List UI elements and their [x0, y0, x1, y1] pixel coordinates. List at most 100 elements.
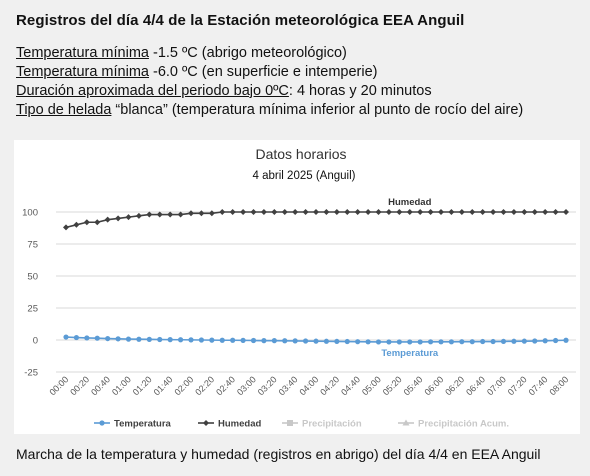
temperatura-point [261, 338, 267, 344]
temperatura-point [365, 339, 371, 345]
y-tick-label: 50 [27, 272, 38, 283]
temperatura-point [167, 337, 173, 343]
x-tick-label: 06:40 [464, 374, 487, 397]
frost-summary: Temperatura mínima -1.5 ºC (abrigo meteo… [16, 44, 523, 120]
humedad-point [323, 209, 330, 215]
chart-subtitle: 4 abril 2025 (Anguil) [253, 170, 356, 182]
temperatura-point [563, 337, 569, 343]
frost-type-label: Tipo de helada [16, 102, 112, 118]
humedad-point [250, 209, 257, 215]
humedad-point [73, 221, 80, 228]
y-tick-label: 75 [27, 240, 38, 251]
humedad-point [281, 209, 288, 215]
x-tick-label: 04:40 [339, 374, 362, 397]
humedad-point [354, 209, 361, 215]
humedad-point [115, 215, 122, 222]
frost-type-value: “blanca” (temperatura mínima inferior al… [111, 102, 524, 118]
x-tick-label: 08:00 [547, 374, 570, 397]
y-tick-label: 25 [27, 304, 38, 315]
temperatura-point [146, 336, 152, 342]
x-tick-label: 03:00 [235, 374, 258, 397]
x-tick-label: 05:20 [381, 374, 404, 397]
temperatura-point [500, 338, 507, 345]
temperatura-point [157, 336, 163, 343]
legend-marker [287, 420, 293, 426]
x-tick-label: 02:40 [214, 374, 237, 397]
temperatura-point [552, 337, 559, 344]
temperatura-point [427, 339, 434, 345]
temperatura-point [438, 339, 444, 345]
humedad-point [521, 209, 528, 215]
temperatura-point [511, 338, 517, 344]
min-temp-shelter-label: Temperatura mínima [16, 45, 149, 61]
temperatura-point [63, 334, 69, 340]
humedad-point [417, 209, 424, 215]
temperatura-point [230, 337, 236, 343]
humedad-point [375, 209, 382, 215]
chart-title: Datos horarios [255, 146, 346, 162]
humedad-point [552, 209, 559, 215]
humedad-point [427, 209, 434, 215]
humedad-point [510, 209, 517, 215]
min-temp-surface-value: -6.0 ºC (en superficie e intemperie) [148, 64, 378, 80]
humedad-point [271, 209, 278, 215]
humedad-point [479, 209, 486, 215]
temperatura-point [344, 338, 350, 345]
x-tick-label: 07:00 [485, 374, 508, 397]
legend-label: Precipitación Acum. [418, 419, 509, 430]
min-temp-surface-row: Temperatura mínima -6.0 ºC (en superfici… [16, 63, 523, 82]
humedad-point [458, 209, 465, 215]
temperatura-point [105, 335, 111, 342]
humedad-point [396, 209, 403, 215]
humedad-point [104, 216, 111, 223]
humedad-point [438, 209, 444, 215]
frost-duration-label: Duración aproximada del periodo bajo 0ºC [16, 83, 289, 99]
chart-panel: Datos horarios 4 abril 2025 (Anguil) -25… [14, 140, 580, 434]
x-tick-label: 07:20 [506, 374, 529, 397]
x-tick-label: 04:00 [297, 374, 320, 397]
legend-label: Temperatura [114, 419, 172, 430]
humedad-point [188, 210, 194, 217]
temperatura-point [459, 339, 465, 345]
humedad-point [219, 209, 226, 215]
temperatura-point [375, 339, 382, 345]
temperatura-point [73, 334, 80, 341]
x-tick-label: 02:20 [193, 374, 216, 397]
y-tick-label: 0 [33, 336, 38, 347]
temperatura-point [490, 338, 496, 345]
x-tick-label: 00:20 [68, 374, 91, 397]
page-title: Registros del día 4/4 de la Estación met… [16, 12, 465, 29]
temperatura-point [188, 337, 194, 343]
legend-label: Precipitación [302, 419, 362, 430]
temperatura-point [250, 337, 257, 344]
temperatura-point [323, 338, 330, 344]
temperatura-point [177, 337, 184, 343]
temperatura-point [240, 337, 246, 343]
chart-caption: Marcha de la temperatura y humedad (regi… [16, 446, 541, 462]
x-tick-label: 03:40 [277, 374, 300, 397]
humedad-data-label: Humedad [388, 197, 431, 208]
temperatura-point [532, 338, 538, 344]
min-temp-surface-label: Temperatura mínima [16, 64, 149, 80]
humedad-point [260, 209, 267, 215]
humedad-point [490, 209, 497, 215]
humedad-point [302, 209, 309, 215]
x-tick-label: 07:40 [527, 374, 550, 397]
humedad-point [94, 219, 101, 226]
temperatura-point [209, 337, 215, 343]
y-tick-label: -25 [24, 368, 38, 379]
frost-duration-value: : 4 horas y 20 minutos [288, 83, 432, 99]
humedad-point [229, 209, 236, 215]
temperatura-point [407, 339, 413, 345]
temperatura-point [313, 338, 319, 344]
temperatura-point [136, 336, 142, 342]
frost-type-row: Tipo de helada “blanca” (temperatura mín… [16, 101, 523, 120]
temperatura-point [94, 335, 100, 341]
humedad-point [146, 211, 153, 218]
humedad-point [313, 209, 319, 215]
x-tick-label: 06:20 [443, 374, 466, 397]
humedad-point [83, 219, 90, 226]
temperatura-point [334, 338, 340, 345]
legend-marker [99, 420, 105, 426]
temperatura-point [84, 335, 90, 341]
